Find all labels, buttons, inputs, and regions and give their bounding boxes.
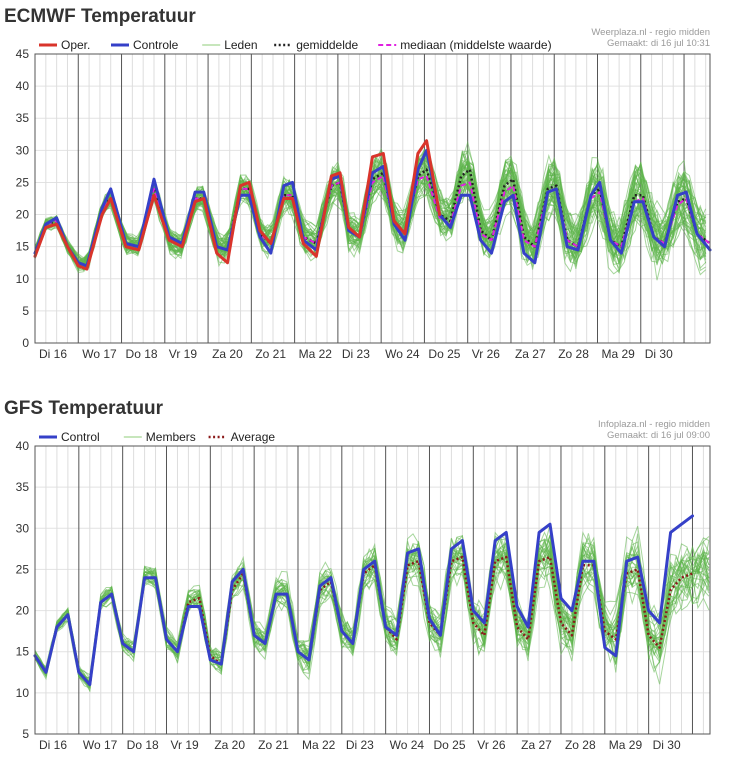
- oper-series-line: [33, 139, 442, 271]
- ecmwf-chart: 0 5 10 15 20 25 30 35 40 45 Di 16 Wo 17 Do 18 Vr 19 Za…: [16, 27, 712, 361]
- plot-area: [35, 446, 710, 734]
- x-tick-label: Wo 17: [83, 738, 118, 752]
- y-tick-label: 30: [16, 143, 30, 157]
- x-tick-label: Wo 24: [385, 347, 420, 361]
- plot-frame: [34, 53, 711, 344]
- legend-label: Average: [231, 430, 276, 444]
- y-tick-label: 40: [16, 79, 30, 93]
- y-tick-label: 15: [16, 645, 30, 659]
- x-tick-label: Za 20: [214, 738, 245, 752]
- chart-made-date: Gemaakt: di 16 jul 09:00: [607, 430, 710, 441]
- x-tick-label: Vr 26: [472, 347, 501, 361]
- x-tick-label: Do 25: [428, 347, 460, 361]
- ecmwf-chart-panel: ECMWF Temperatuur 0 5 10 15 20 25 30 35 40 45 Di 1…: [0, 0, 732, 380]
- x-tick-label: Di 30: [653, 738, 681, 752]
- chart-made-date: Gemaakt: di 16 jul 10:31: [607, 38, 710, 49]
- legend-label: gemiddelde: [296, 38, 358, 52]
- legend-label: Leden: [224, 38, 257, 52]
- gfs-chart-panel: GFS Temperatuur 5 10 15 20 25 30 35 40 Di 16 Wo 1…: [0, 392, 732, 767]
- member-line: [34, 531, 710, 685]
- legend-label: Oper.: [61, 38, 90, 52]
- x-tick-label: Zo 28: [565, 738, 596, 752]
- x-axis: Di 16 Wo 17 Do 18 Vr 19 Za 20 Zo 21 Ma 22 Di 23…: [39, 738, 681, 752]
- x-tick-label: Ma 22: [302, 738, 336, 752]
- legend: Control Members Average: [39, 430, 275, 444]
- x-tick-label: Di 23: [342, 347, 370, 361]
- y-tick-label: 10: [16, 686, 30, 700]
- gfs-chart: 5 10 15 20 25 30 35 40 Di 16 Wo 17 Do 18 Vr 19 Za 20…: [16, 419, 711, 752]
- x-tick-label: Do 18: [126, 347, 158, 361]
- x-tick-label: Di 16: [39, 738, 67, 752]
- y-tick-label: 35: [16, 111, 30, 125]
- gfs-chart-title: GFS Temperatuur: [4, 398, 164, 419]
- ecmwf-chart-title: ECMWF Temperatuur: [4, 6, 196, 27]
- y-tick-label: 5: [22, 304, 29, 318]
- y-tick-label: 35: [16, 480, 30, 494]
- y-tick-label: 10: [16, 272, 30, 286]
- chart-credit: Infoplaza.nl - regio midden: [598, 419, 710, 430]
- x-tick-label: Wo 24: [390, 738, 425, 752]
- y-tick-label: 25: [16, 562, 30, 576]
- x-tick-label: Do 25: [433, 738, 465, 752]
- y-tick-label: 5: [22, 727, 29, 741]
- legend: Oper. Controle Leden gemiddelde mediaan (mid…: [39, 38, 552, 52]
- x-tick-label: Vr 19: [170, 738, 199, 752]
- y-axis: 5 10 15 20 25 30 35 40: [16, 439, 30, 741]
- y-tick-label: 25: [16, 175, 30, 189]
- x-tick-label: Ma 22: [299, 347, 333, 361]
- x-tick-label: Vr 26: [477, 738, 506, 752]
- x-tick-label: Zo 21: [258, 738, 289, 752]
- member-line: [34, 558, 710, 688]
- y-tick-label: 20: [16, 604, 30, 618]
- x-tick-label: Zo 28: [558, 347, 589, 361]
- x-axis: Di 16 Wo 17 Do 18 Vr 19 Za 20 Zo 21 Ma 22 Di 23…: [39, 347, 673, 361]
- x-tick-label: Ma 29: [609, 738, 643, 752]
- control-series-line: [33, 148, 712, 268]
- y-tick-label: 15: [16, 240, 30, 254]
- x-tick-label: Za 20: [212, 347, 243, 361]
- plot-frame: [34, 445, 711, 735]
- y-tick-label: 20: [16, 208, 30, 222]
- median-series-line: [34, 175, 711, 267]
- x-tick-label: Do 18: [127, 738, 159, 752]
- chart-credit: Weerplaza.nl - regio midden: [591, 27, 710, 38]
- legend-label: Control: [61, 430, 100, 444]
- legend-label: Controle: [133, 38, 179, 52]
- x-tick-label: Za 27: [521, 738, 552, 752]
- x-tick-label: Di 16: [39, 347, 67, 361]
- y-tick-label: 45: [16, 47, 30, 61]
- x-tick-label: Di 30: [645, 347, 673, 361]
- x-tick-label: Za 27: [515, 347, 546, 361]
- x-tick-label: Zo 21: [255, 347, 286, 361]
- legend-label: Members: [146, 430, 196, 444]
- x-tick-label: Wo 17: [82, 347, 117, 361]
- y-axis: 0 5 10 15 20 25 30 35 40 45: [16, 47, 30, 350]
- y-tick-label: 30: [16, 521, 30, 535]
- x-tick-label: Vr 19: [169, 347, 198, 361]
- legend-label: mediaan (middelste waarde): [400, 38, 551, 52]
- y-tick-label: 0: [22, 336, 29, 350]
- x-tick-label: Ma 29: [602, 347, 636, 361]
- y-tick-label: 40: [16, 439, 30, 453]
- control-series-line: [33, 514, 694, 687]
- x-tick-label: Di 23: [346, 738, 374, 752]
